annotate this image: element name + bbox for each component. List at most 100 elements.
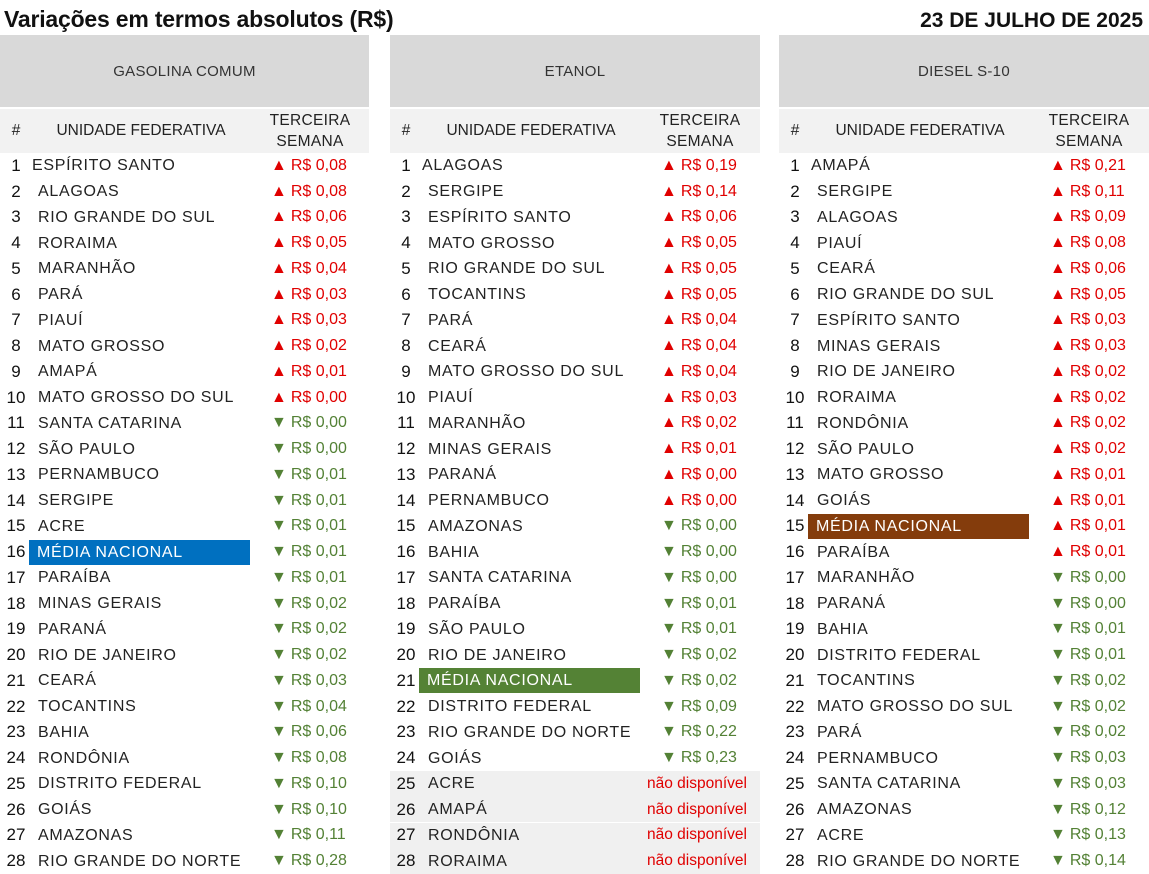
arrow-up-icon: ▲ — [1050, 543, 1066, 561]
variation-value: ▲ R$ 0,03 — [1050, 337, 1126, 355]
arrow-up-icon: ▲ — [1050, 517, 1066, 535]
state-name: SERGIPE — [38, 492, 115, 510]
variation-value: ▼ R$ 0,28 — [271, 852, 347, 870]
arrow-down-icon: ▼ — [1050, 646, 1066, 664]
variation-amount: R$ 0,01 — [1069, 517, 1126, 535]
arrow-up-icon: ▲ — [271, 337, 287, 355]
variation-amount: R$ 0,09 — [1069, 208, 1126, 226]
arrow-down-icon: ▼ — [1050, 723, 1066, 741]
table-row: 16 PARAÍBA ▲ R$ 0,01 — [779, 539, 1149, 565]
table-row: 7 ESPÍRITO SANTO ▲ R$ 0,03 — [779, 308, 1149, 334]
variation-value: ▲ R$ 0,01 — [1050, 466, 1126, 484]
row-rank: 12 — [396, 439, 416, 459]
table-row: 6 RIO GRANDE DO SUL ▲ R$ 0,05 — [779, 282, 1149, 308]
state-name: MARANHÃO — [817, 569, 916, 587]
table-row: 5 CEARÁ ▲ R$ 0,06 — [779, 256, 1149, 282]
arrow-up-icon: ▲ — [1050, 311, 1066, 329]
table-row: 11 MARANHÃO ▲ R$ 0,02 — [390, 411, 760, 437]
state-name: ALAGOAS — [817, 208, 899, 226]
state-name: PERNAMBUCO — [428, 492, 550, 510]
table-row: 16 BAHIA ▼ R$ 0,00 — [390, 539, 760, 565]
arrow-up-icon: ▲ — [271, 156, 287, 174]
variation-value: ▲ R$ 0,03 — [1050, 311, 1126, 329]
variation-value: ▲ R$ 0,02 — [1050, 389, 1126, 407]
row-rank: 3 — [11, 207, 21, 227]
arrow-up-icon: ▲ — [271, 182, 287, 200]
arrow-down-icon: ▼ — [1050, 826, 1066, 844]
row-rank: 25 — [785, 773, 805, 793]
row-rank: 26 — [396, 799, 416, 819]
col-week-header: TERCEIRA SEMANA — [642, 110, 758, 152]
arrow-up-icon: ▲ — [661, 234, 677, 252]
table-row: 9 RIO DE JANEIRO ▲ R$ 0,02 — [779, 359, 1149, 385]
arrow-down-icon: ▼ — [1050, 594, 1066, 612]
table-row: 13 MATO GROSSO ▲ R$ 0,01 — [779, 462, 1149, 488]
variation-value: ▲ R$ 0,01 — [1050, 543, 1126, 561]
row-rank: 1 — [790, 155, 800, 175]
state-name: RIO DE JANEIRO — [817, 363, 956, 381]
table-row: 14 GOIÁS ▲ R$ 0,01 — [779, 488, 1149, 514]
variation-value: ▼ R$ 0,00 — [271, 414, 347, 432]
variation-amount: R$ 0,02 — [1069, 388, 1126, 406]
arrow-down-icon: ▼ — [271, 440, 287, 458]
arrow-down-icon: ▼ — [271, 414, 287, 432]
row-rank: 22 — [6, 696, 26, 716]
state-name: ESPÍRITO SANTO — [817, 311, 961, 329]
arrow-up-icon: ▲ — [1050, 259, 1066, 277]
state-name: RIO GRANDE DO NORTE — [428, 723, 632, 741]
arrow-down-icon: ▼ — [271, 491, 287, 509]
variation-amount: R$ 0,01 — [680, 620, 737, 638]
state-name: SÃO PAULO — [817, 440, 915, 458]
col-week-line1: TERCEIRA — [269, 112, 351, 129]
variation-value: ▲ R$ 0,04 — [271, 260, 347, 278]
table-row: 7 PIAUÍ ▲ R$ 0,03 — [0, 308, 369, 334]
variation-value: ▼ R$ 0,04 — [271, 698, 347, 716]
variation-amount: R$ 0,02 — [680, 414, 737, 432]
row-rank: 5 — [11, 258, 21, 278]
variation-amount: R$ 0,02 — [290, 337, 347, 355]
row-rank: 4 — [790, 233, 800, 253]
variation-amount: R$ 0,13 — [1069, 826, 1126, 844]
variation-value: ▼ R$ 0,02 — [271, 595, 347, 613]
row-rank: 17 — [6, 567, 26, 587]
table-row: 27 RONDÔNIA não disponível — [390, 822, 760, 849]
arrow-up-icon: ▲ — [271, 259, 287, 277]
arrow-up-icon: ▲ — [661, 337, 677, 355]
variation-value: ▼ R$ 0,03 — [1050, 749, 1126, 767]
variation-value: ▼ R$ 0,02 — [271, 646, 347, 664]
row-rank: 21 — [6, 670, 26, 690]
national-average-label: MÉDIA NACIONAL — [808, 513, 1029, 539]
state-name: TOCANTINS — [428, 286, 527, 304]
variation-amount: R$ 0,04 — [680, 337, 737, 355]
row-rank: 3 — [790, 207, 800, 227]
row-rank: 1 — [11, 155, 21, 175]
column-header-row: # UNIDADE FEDERATIVA TERCEIRA SEMANA — [779, 109, 1149, 153]
variation-amount: R$ 0,00 — [680, 491, 737, 509]
column-header-row: # UNIDADE FEDERATIVA TERCEIRA SEMANA — [390, 109, 760, 153]
row-rank: 19 — [396, 619, 416, 639]
variation-value: ▲ R$ 0,08 — [271, 183, 347, 201]
row-rank: 8 — [11, 336, 21, 356]
table-row: 10 PIAUÍ ▲ R$ 0,03 — [390, 385, 760, 411]
row-rank: 28 — [396, 851, 416, 871]
row-rank: 9 — [401, 361, 411, 381]
state-name: MATO GROSSO — [428, 234, 556, 252]
variation-value: ▲ R$ 0,08 — [271, 157, 347, 175]
row-rank: 1 — [401, 155, 411, 175]
variation-value: ▼ R$ 0,01 — [271, 466, 347, 484]
table-row: 3 RIO GRANDE DO SUL ▲ R$ 0,06 — [0, 205, 369, 231]
variation-amount: R$ 0,00 — [680, 465, 737, 483]
table-row: 28 RIO GRANDE DO NORTE ▼ R$ 0,28 — [0, 848, 369, 874]
table-row: 24 PERNAMBUCO ▼ R$ 0,03 — [779, 745, 1149, 771]
variation-value: ▼ R$ 0,02 — [271, 620, 347, 638]
table-row: 21 MÉDIA NACIONAL ▼ R$ 0,02 — [390, 668, 760, 694]
state-name: MARANHÃO — [38, 260, 137, 278]
row-rank: 21 — [396, 670, 416, 690]
variation-value: não disponível — [647, 800, 747, 818]
state-name: RIO GRANDE DO NORTE — [817, 852, 1021, 870]
arrow-up-icon: ▲ — [1050, 465, 1066, 483]
row-rank: 13 — [396, 464, 416, 484]
row-rank: 18 — [785, 593, 805, 613]
national-average-label: MÉDIA NACIONAL — [419, 668, 640, 694]
national-average-label: MÉDIA NACIONAL — [29, 539, 250, 565]
